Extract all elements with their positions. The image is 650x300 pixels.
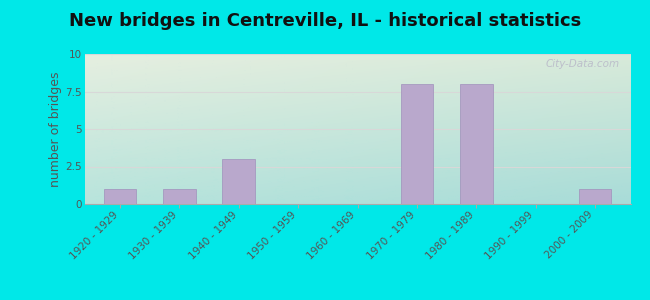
Bar (578, 189, 611, 204)
Bar (400, 84, 433, 204)
Bar (104, 189, 136, 204)
Bar (222, 159, 255, 204)
Bar (163, 189, 196, 204)
Text: New bridges in Centreville, IL - historical statistics: New bridges in Centreville, IL - histori… (69, 12, 581, 30)
Bar (460, 84, 493, 204)
Y-axis label: number of bridges: number of bridges (49, 71, 62, 187)
Text: City-Data.com: City-Data.com (545, 58, 619, 68)
